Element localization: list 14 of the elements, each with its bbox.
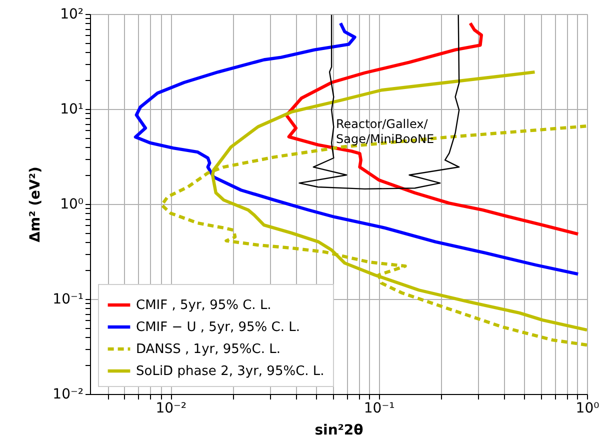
x-tick-label: 10⁻¹ bbox=[364, 400, 395, 416]
y-axis-title: Δm² (eV²) bbox=[28, 166, 44, 242]
y-tick-label: 10¹ bbox=[60, 102, 84, 118]
x-axis-title: sin²2θ bbox=[314, 422, 364, 438]
x-tick-label: 10⁻² bbox=[156, 400, 187, 416]
y-tick-label: 10² bbox=[60, 6, 84, 22]
y-tick-label: 10⁻¹ bbox=[52, 292, 84, 308]
legend-label: CMIF − U , 5yr, 95% C. L. bbox=[136, 320, 300, 335]
y-tick-label: 10⁻² bbox=[52, 386, 84, 402]
legend-label: DANSS , 1yr, 95%C. L. bbox=[136, 342, 280, 357]
legend-label: CMIF , 5yr, 95% C. L. bbox=[136, 298, 272, 313]
x-tick-label: 10⁰ bbox=[576, 400, 600, 416]
legend-label: SoLiD phase 2, 3yr, 95%C. L. bbox=[136, 364, 324, 379]
y-tick-label: 10⁰ bbox=[60, 196, 84, 212]
